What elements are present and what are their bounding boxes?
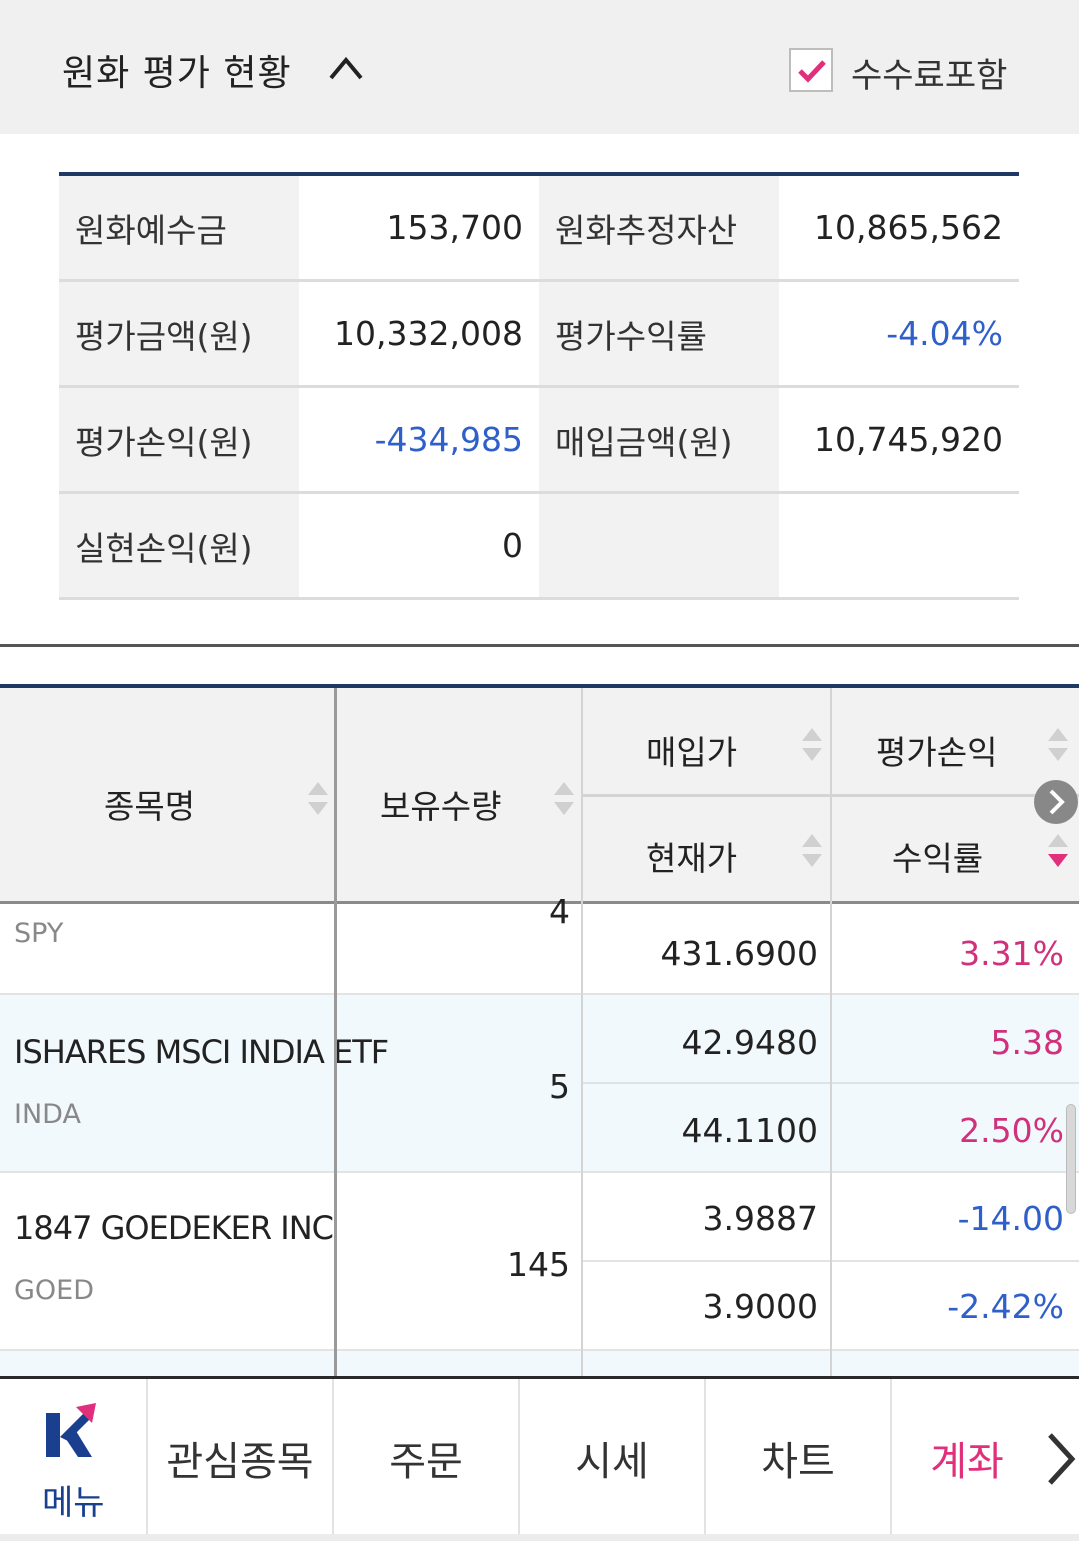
holding-buy-price: 3.9887 <box>702 1199 818 1238</box>
column-divider <box>334 688 337 904</box>
menu-label: 메뉴 <box>42 1483 105 1523</box>
column-header-current-price[interactable]: 현재가 <box>646 839 738 878</box>
check-icon <box>798 60 826 83</box>
summary-row: 평가금액(원) 10,332,008 평가수익률 -4.04% <box>59 282 1019 388</box>
column-divider <box>581 688 583 904</box>
column-divider <box>581 904 583 1376</box>
summary-label: 실현손익(원) <box>59 494 299 597</box>
holding-rate: 3.31% <box>959 934 1064 973</box>
summary-value: 0 <box>299 494 539 597</box>
holding-ticker: GOED <box>14 1275 95 1306</box>
holding-qty: 5 <box>549 1067 570 1106</box>
summary-value <box>779 494 1019 597</box>
nav-watchlist[interactable]: 관심종목 <box>148 1379 334 1537</box>
row-divider <box>0 1171 1079 1173</box>
holdings-header: 종목명 보유수량 매입가 평가손익 현재가 수익률 <box>0 684 1079 904</box>
chevron-right-icon[interactable] <box>1042 1429 1078 1489</box>
nav-account[interactable]: 계좌 <box>930 1439 1004 1485</box>
summary-row: 평가손익(원) -434,985 매입금액(원) 10,745,920 <box>59 388 1019 494</box>
nav-bottom-strip <box>0 1534 1079 1541</box>
nav-quote[interactable]: 시세 <box>520 1379 706 1537</box>
holding-pnl: -14.00 <box>957 1199 1064 1238</box>
holding-ticker: INDA <box>14 1099 81 1130</box>
summary-row: 실현손익(원) 0 <box>59 494 1019 600</box>
scroll-right-button[interactable] <box>1034 780 1078 824</box>
holding-current-price: 44.1100 <box>681 1111 818 1150</box>
summary-value: -4.04% <box>779 282 1019 385</box>
sort-icon[interactable] <box>1046 726 1070 764</box>
summary-label <box>539 494 779 597</box>
holding-ticker: SPY <box>14 918 64 949</box>
header-split-line <box>583 794 1079 797</box>
summary-value: 10,332,008 <box>299 282 539 385</box>
nav-menu-button[interactable]: 메뉴 <box>0 1379 148 1537</box>
summary-value: -434,985 <box>299 388 539 491</box>
column-header-pnl[interactable]: 평가손익 <box>876 733 998 772</box>
column-header-rate[interactable]: 수익률 <box>892 839 984 878</box>
holding-name: 1847 GOEDEKER INC <box>14 1209 334 1247</box>
column-header-buy-price[interactable]: 매입가 <box>646 733 738 772</box>
k-logo-icon <box>46 1403 96 1457</box>
table-row[interactable]: ISHARES MSCI INDIA ETF INDA 5 42.9480 5.… <box>0 995 1079 1171</box>
table-row[interactable]: 4 SPY 431.6900 3.31% <box>0 892 1079 995</box>
holding-current-price: 3.9000 <box>702 1287 818 1326</box>
summary-label: 원화추정자산 <box>539 176 779 279</box>
holding-buy-price: 42.9480 <box>681 1023 818 1062</box>
summary-row: 원화예수금 153,700 원화추정자산 10,865,562 <box>59 176 1019 282</box>
holding-qty: 4 <box>549 892 570 931</box>
table-row[interactable]: 1847 GOEDEKER INC GOED 145 3.9887 -14.00… <box>0 1173 1079 1349</box>
holdings-table: 종목명 보유수량 매입가 평가손익 현재가 수익률 <box>0 684 1079 1376</box>
fee-include-label[interactable]: 수수료포함 <box>851 56 1008 96</box>
row-divider <box>0 993 1079 995</box>
page-title: 원화 평가 현황 <box>62 53 292 94</box>
holding-pnl: 5.38 <box>990 1023 1064 1062</box>
summary-label: 평가금액(원) <box>59 282 299 385</box>
header-bar: 원화 평가 현황 수수료포함 <box>0 0 1079 134</box>
summary-label: 평가손익(원) <box>59 388 299 491</box>
fee-include-checkbox[interactable] <box>789 48 833 92</box>
summary-label: 평가수익률 <box>539 282 779 385</box>
sort-icon[interactable] <box>800 832 824 870</box>
summary-label: 매입금액(원) <box>539 388 779 491</box>
chevron-up-icon[interactable] <box>328 52 364 82</box>
nav-order[interactable]: 주문 <box>334 1379 520 1537</box>
summary-value: 153,700 <box>299 176 539 279</box>
column-divider <box>830 904 832 1376</box>
summary-value: 10,745,920 <box>779 388 1019 491</box>
summary-label: 원화예수금 <box>59 176 299 279</box>
nav-chart[interactable]: 차트 <box>706 1379 892 1537</box>
section-divider <box>0 644 1079 647</box>
holdings-body: 4 SPY 431.6900 3.31% ISHARES MSCI INDIA … <box>0 892 1079 1376</box>
column-divider <box>334 904 337 1376</box>
column-header-qty[interactable]: 보유수량 <box>380 787 502 826</box>
sort-icon[interactable] <box>552 780 576 818</box>
holding-qty: 145 <box>507 1245 570 1284</box>
sort-desc-icon[interactable] <box>1046 832 1070 870</box>
chevron-right-icon <box>1049 789 1065 815</box>
row-divider <box>0 1349 1079 1351</box>
holding-rate: 2.50% <box>959 1111 1064 1150</box>
vertical-scrollbar[interactable] <box>1066 1104 1076 1214</box>
sort-icon[interactable] <box>306 780 330 818</box>
sort-icon[interactable] <box>800 726 824 764</box>
column-header-name[interactable]: 종목명 <box>104 787 196 826</box>
summary-value: 10,865,562 <box>779 176 1019 279</box>
holding-rate: -2.42% <box>947 1287 1064 1326</box>
holding-current-price: 431.6900 <box>660 934 818 973</box>
summary-table: 원화예수금 153,700 원화추정자산 10,865,562 평가금액(원) … <box>59 172 1019 600</box>
bottom-navigation: 메뉴 관심종목 주문 시세 차트 계좌 <box>0 1376 1079 1541</box>
table-row[interactable] <box>0 1351 1079 1376</box>
holding-name: ISHARES MSCI INDIA ETF <box>14 1033 389 1071</box>
